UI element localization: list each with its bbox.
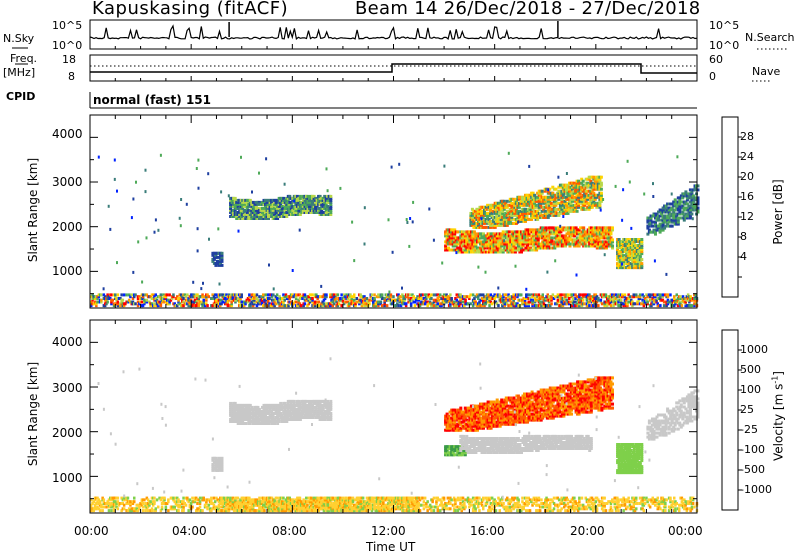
xtick-0800: 08:00 (272, 524, 307, 538)
xtick-0000: 00:00 (74, 524, 109, 538)
freq-label-2: [MHz] (3, 66, 36, 79)
velocity-colorbar-tick: -1000 (740, 483, 772, 496)
power-panel-frame (89, 114, 698, 309)
ytick-power-3000: 3000 (52, 175, 83, 189)
power-colorbar-tick: 16 (740, 190, 754, 203)
velocity-colorbar-tick: 25 (740, 403, 754, 416)
xlabel: Time UT (366, 540, 416, 554)
nsky-tick-top: 10^5 (52, 19, 83, 32)
power-colorbar-tick: 24 (740, 150, 754, 163)
nave-tick-top: 60 (709, 53, 723, 66)
frequency-line (90, 63, 697, 74)
velocity-heatmap (90, 357, 700, 513)
nsearch-label: N.Search (745, 31, 795, 44)
nsearch-tick-top: 10^5 (709, 19, 740, 32)
velocity-colorbar-tick: -500 (740, 463, 765, 476)
velocity-colorbar-tick: -25 (740, 423, 758, 436)
ytick-power-1000: 1000 (52, 264, 83, 278)
power-colorbar-tick: 20 (740, 170, 754, 183)
power-heatmap (90, 151, 700, 308)
beam-info: Beam 14 26/Dec/2018 - 27/Dec/2018 (355, 0, 701, 19)
velocity-colorbar-tick: 1000 (740, 343, 768, 356)
xtick-2400: 00:00 (668, 524, 703, 538)
station-title: Kapuskasing (fitACF) (92, 0, 289, 19)
velocity-colorbar-tick: 100 (740, 383, 761, 396)
nave-tick-bottom: 0 (709, 70, 716, 83)
cpid-value: normal (fast) 151 (93, 93, 211, 107)
freq-label-1: Freq. (10, 52, 38, 65)
nsky-trace (89, 21, 698, 40)
nsky-label: N.Sky (3, 32, 35, 45)
ytick-vel-3000: 3000 (52, 381, 83, 395)
nsearch-tick-bottom: 10^0 (709, 39, 740, 52)
xtick-0400: 04:00 (172, 524, 207, 538)
nave-label: Nave (752, 65, 781, 78)
freq-tick-bottom: 8 (68, 70, 75, 83)
ytick-vel-4000: 4000 (52, 335, 83, 349)
velocity-colorbar-tick: 500 (740, 363, 761, 376)
freq-tick-top: 18 (62, 53, 76, 66)
power-colorbar-tick: 8 (740, 230, 747, 243)
xtick-1600: 16:00 (470, 524, 505, 538)
ytick-power-4000: 4000 (52, 127, 83, 141)
xtick-1200: 12:00 (371, 524, 406, 538)
ytick-power-2000: 2000 (52, 220, 83, 234)
ytick-vel-2000: 2000 (52, 426, 83, 440)
velocity-panel-frame (89, 319, 698, 514)
velocity-colorbar-tick: -100 (740, 443, 765, 456)
nsky-tick-bottom: 10^0 (52, 39, 83, 52)
xtick-2000: 20:00 (570, 524, 605, 538)
ytick-vel-1000: 1000 (52, 471, 83, 485)
cpid-label: CPID (6, 90, 36, 103)
power-colorbar-tick: 28 (740, 130, 754, 143)
power-colorbar-tick: 4 (740, 250, 747, 263)
power-colorbar-tick: 12 (740, 210, 754, 223)
